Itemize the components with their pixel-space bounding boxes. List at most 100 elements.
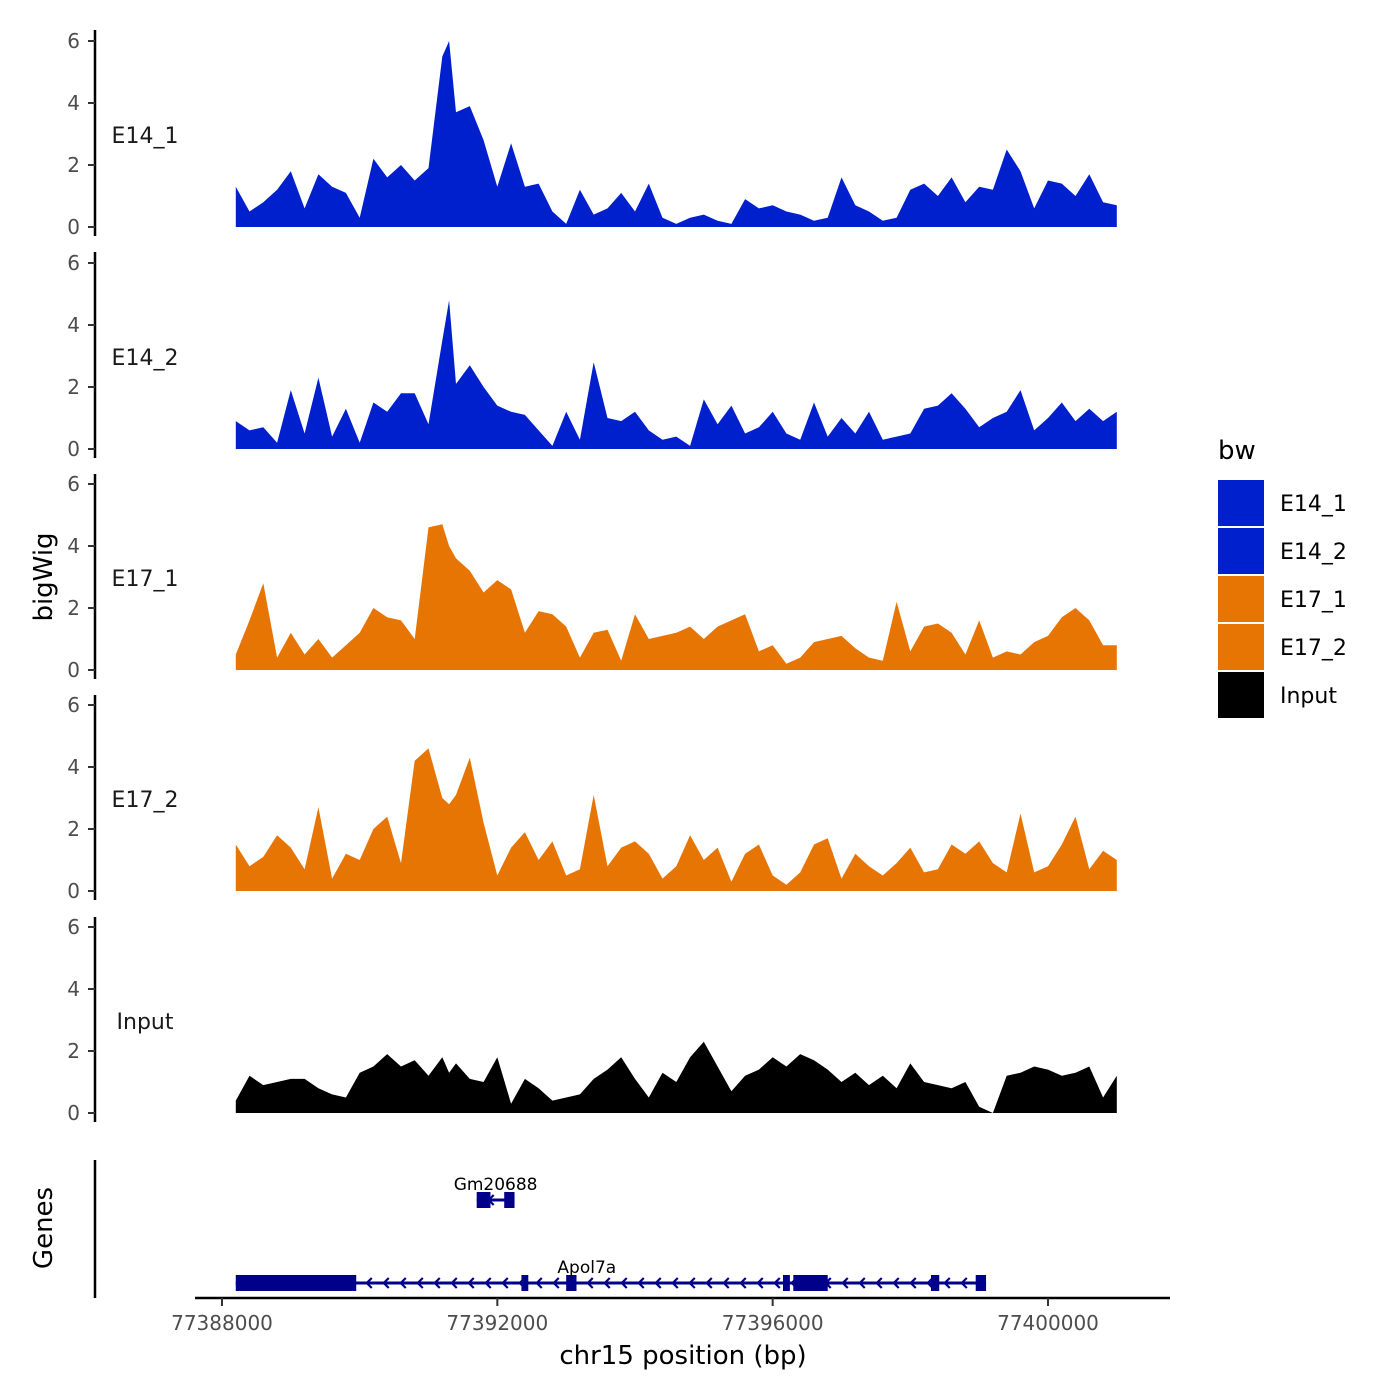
strand-arrow-icon	[450, 1277, 458, 1289]
y-tick-label: 0	[67, 879, 80, 903]
strand-arrow-icon	[688, 1277, 696, 1289]
x-tick-label: 77396000	[722, 1311, 824, 1335]
strand-arrow-icon	[399, 1277, 407, 1289]
strand-arrow-icon	[858, 1277, 866, 1289]
legend-label: E17_1	[1280, 588, 1347, 613]
gene-exon	[235, 1275, 357, 1291]
signal-tracks: 0 2 4 6 E14_1 0 2 4 6 E14_2 0 2 4 6 E17_1 0 2 4 6 E17_2 0 2 4 6…	[67, 29, 1117, 1125]
strand-arrow-icon	[875, 1277, 883, 1289]
strand-arrow-icon	[892, 1277, 900, 1289]
gene-apol7a: Apol7a	[235, 1258, 987, 1291]
x-axis-label: chr15 position (bp)	[559, 1341, 806, 1371]
y-tick-label: 0	[67, 1101, 80, 1125]
y-tick-label: 6	[67, 915, 80, 939]
strand-arrow-icon	[654, 1277, 662, 1289]
strand-arrow-icon	[365, 1277, 373, 1289]
y-tick-label: 2	[67, 375, 80, 399]
legend-label: Input	[1280, 684, 1337, 709]
y-tick-label: 2	[67, 817, 80, 841]
x-tick-label: 77392000	[446, 1311, 548, 1335]
legend-swatch	[1218, 624, 1264, 670]
strand-arrow-icon	[637, 1277, 645, 1289]
track-e17-1: 0 2 4 6 E17_1	[67, 472, 1117, 682]
strand-arrow-icon	[382, 1277, 390, 1289]
legend-label: E14_1	[1280, 492, 1347, 517]
gene-name-label: Gm20688	[454, 1175, 538, 1195]
track-e14-1: 0 2 4 6 E14_1	[67, 29, 1117, 239]
x-axis: 77388000 77392000 77396000 77400000	[171, 1296, 1170, 1335]
genes-track-label: Genes	[29, 1187, 59, 1269]
track-label: E17_1	[112, 567, 179, 592]
strand-arrow-icon	[535, 1277, 543, 1289]
gene-name-label: Apol7a	[557, 1258, 616, 1278]
area-e17-1	[235, 524, 1117, 670]
track-label: Input	[117, 1010, 174, 1035]
track-label: E14_1	[112, 124, 179, 149]
strand-arrow-icon	[671, 1277, 679, 1289]
legend-item-e14-2: E14_2	[1218, 528, 1347, 574]
y-tick-label: 4	[67, 977, 80, 1001]
legend-item-e17-2: E17_2	[1218, 624, 1347, 670]
gene-track: Genes Gm20688 Apol7a	[29, 1160, 987, 1298]
strand-arrow-icon	[416, 1277, 424, 1289]
area-e14-2	[235, 300, 1117, 449]
legend-swatch	[1218, 672, 1264, 718]
y-tick-label: 6	[67, 472, 80, 496]
track-e17-2: 0 2 4 6 E17_2	[67, 693, 1117, 903]
legend-item-input: Input	[1218, 672, 1337, 718]
track-e14-2: 0 2 4 6 E14_2	[67, 251, 1117, 461]
y-tick-label: 2	[67, 1039, 80, 1063]
y-tick-label: 4	[67, 534, 80, 558]
strand-arrow-icon	[841, 1277, 849, 1289]
y-tick-label: 4	[67, 755, 80, 779]
gene-exon	[476, 1192, 491, 1208]
track-input: 0 2 4 6 Input	[67, 915, 1117, 1125]
strand-arrow-icon	[501, 1277, 509, 1289]
x-tick-label: 77388000	[171, 1311, 273, 1335]
strand-arrow-icon	[620, 1277, 628, 1289]
legend-swatch	[1218, 480, 1264, 526]
area-e14-1	[235, 41, 1117, 227]
strand-arrow-icon	[773, 1277, 781, 1289]
strand-arrow-icon	[739, 1277, 747, 1289]
gene-exon	[930, 1275, 940, 1291]
strand-arrow-icon	[603, 1277, 611, 1289]
gene-exon	[504, 1192, 515, 1208]
strand-arrow-icon	[722, 1277, 730, 1289]
y-tick-label: 6	[67, 251, 80, 275]
strand-arrow-icon	[960, 1277, 968, 1289]
y-tick-label: 0	[67, 658, 80, 682]
strand-arrow-icon	[586, 1277, 594, 1289]
y-tick-label: 6	[67, 693, 80, 717]
strand-arrow-icon	[552, 1277, 560, 1289]
strand-arrow-icon	[705, 1277, 713, 1289]
strand-arrow-icon	[756, 1277, 764, 1289]
track-label: E14_2	[112, 346, 179, 371]
gene-gm20688: Gm20688	[454, 1175, 538, 1208]
y-tick-label: 0	[67, 437, 80, 461]
strand-arrow-icon	[484, 1277, 492, 1289]
legend-label: E17_2	[1280, 636, 1347, 661]
legend-item-e14-1: E14_1	[1218, 480, 1347, 526]
gene-exon	[521, 1275, 529, 1291]
y-tick-label: 4	[67, 313, 80, 337]
area-e17-2	[235, 748, 1117, 891]
strand-arrow-icon	[909, 1277, 917, 1289]
strand-arrow-icon	[943, 1277, 951, 1289]
legend-item-e17-1: E17_1	[1218, 576, 1347, 622]
gene-exon	[566, 1275, 577, 1291]
legend-label: E14_2	[1280, 540, 1347, 565]
legend: bw E14_1 E14_2 E17_1 E17_2 Input	[1218, 436, 1347, 718]
y-tick-label: 0	[67, 215, 80, 239]
y-tick-label: 2	[67, 596, 80, 620]
track-label: E17_2	[112, 788, 179, 813]
legend-swatch	[1218, 528, 1264, 574]
gene-exon	[793, 1275, 828, 1291]
gene-exon	[782, 1275, 790, 1291]
area-input	[235, 1041, 1117, 1113]
strand-arrow-icon	[467, 1277, 475, 1289]
y-tick-label: 6	[67, 29, 80, 53]
legend-swatch	[1218, 576, 1264, 622]
y-tick-label: 4	[67, 91, 80, 115]
